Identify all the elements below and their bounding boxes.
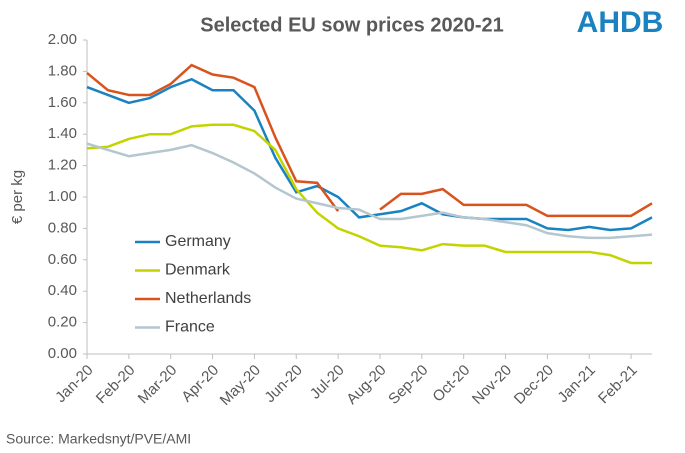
x-tick-label: Sep-20 [385, 362, 431, 408]
y-tick-label: 1.80 [48, 62, 77, 79]
x-tick-label: Apr-20 [178, 362, 222, 406]
x-tick-label: Jul-20 [307, 362, 348, 403]
x-tick-label: Dec-20 [511, 362, 557, 408]
source: Source: Markedsnyt/PVE/AMI [6, 431, 191, 447]
legend-label: Denmark [165, 262, 231, 279]
series-line [86, 142, 653, 240]
y-tick-label: 2.00 [48, 31, 77, 48]
y-tick-label: 0.80 [48, 219, 77, 236]
y-tick-label: 1.60 [48, 94, 77, 111]
y-tick-label: 1.00 [48, 188, 77, 205]
y-tick-label: 1.20 [48, 157, 77, 174]
series-line [379, 187, 653, 218]
series-line [86, 77, 653, 232]
x-tick-label: Aug-20 [343, 362, 389, 408]
x-tick-label: Feb-21 [595, 362, 641, 408]
x-tick-label: Jan-20 [52, 362, 96, 406]
x-tick-label: Feb-20 [93, 362, 139, 408]
legend-label: France [165, 319, 215, 336]
x-tick-label: Jun-20 [261, 362, 305, 406]
y-tick-label: 0.00 [48, 345, 77, 362]
y-tick-label: 0.40 [48, 282, 77, 299]
legend-label: Germany [165, 233, 231, 250]
x-tick-label: Nov-20 [469, 362, 515, 408]
chart-title: Selected EU sow prices 2020-21 [200, 14, 504, 36]
y-axis-label: € per kg [9, 170, 26, 224]
x-tick-label: Oct-20 [429, 362, 473, 406]
y-tick-label: 0.20 [48, 314, 77, 331]
x-tick-label: May-20 [217, 362, 264, 409]
x-tick-label: Jan-21 [554, 362, 598, 406]
series-line [86, 123, 652, 265]
legend-label: Netherlands [165, 290, 251, 307]
logo: AHDB [577, 6, 664, 39]
y-tick-label: 0.60 [48, 251, 77, 268]
y-tick-label: 1.40 [48, 125, 77, 142]
series-line [86, 63, 340, 212]
x-tick-label: Mar-20 [135, 362, 181, 408]
